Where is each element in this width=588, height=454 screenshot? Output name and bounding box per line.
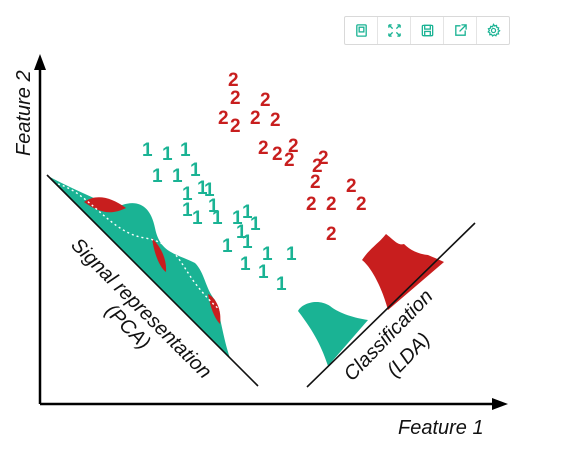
lda-projection-line xyxy=(306,222,476,388)
class2-marker: 2 xyxy=(284,150,295,171)
chart-toolbar xyxy=(344,16,510,45)
class1-marker: 1 xyxy=(250,214,261,235)
class1-marker: 1 xyxy=(172,166,183,187)
class1-marker: 1 xyxy=(182,184,193,205)
class1-marker: 1 xyxy=(180,140,191,161)
class1-marker: 1 xyxy=(212,208,223,229)
class2-marker: 2 xyxy=(258,138,269,159)
share-button[interactable] xyxy=(444,17,477,44)
pca-class2-peak-3 xyxy=(208,294,221,324)
class2-points: 22 22 2 2 22 22 2 222 22 2 22 xyxy=(218,70,367,245)
class1-marker: 1 xyxy=(286,244,297,265)
fullscreen-button[interactable] xyxy=(378,17,411,44)
class2-marker: 2 xyxy=(230,116,241,137)
pca-lda-diagram: Feature 2 Feature 1 Signal representatio… xyxy=(13,54,508,439)
class1-marker: 1 xyxy=(162,144,173,165)
class1-marker: 1 xyxy=(258,262,269,283)
class2-marker: 2 xyxy=(270,110,281,131)
save-icon xyxy=(421,24,433,37)
class2-marker: 2 xyxy=(312,156,323,177)
class2-marker: 2 xyxy=(288,136,299,157)
lda-class2-distribution xyxy=(362,234,444,310)
x-axis-label: Feature 1 xyxy=(398,417,484,439)
class2-marker: 2 xyxy=(306,194,317,215)
class2-marker: 2 xyxy=(318,148,329,169)
class1-marker: 1 xyxy=(222,236,233,257)
class1-marker: 1 xyxy=(242,232,253,253)
class1-marker: 1 xyxy=(204,180,215,201)
class1-marker: 1 xyxy=(190,160,201,181)
y-axis-label: Feature 2 xyxy=(13,70,35,156)
class2-marker: 2 xyxy=(326,194,337,215)
pca-overlap-curve xyxy=(57,183,221,311)
class2-marker: 2 xyxy=(228,70,239,91)
class1-marker: 1 xyxy=(232,208,243,229)
class1-marker: 1 xyxy=(192,208,203,229)
class2-marker: 2 xyxy=(250,108,261,129)
lda-class1-distribution xyxy=(298,301,368,366)
class1-marker: 1 xyxy=(152,166,163,187)
page-icon xyxy=(355,24,367,37)
class1-marker: 1 xyxy=(197,178,208,199)
class2-marker: 2 xyxy=(310,172,321,193)
class1-marker: 1 xyxy=(276,274,287,295)
pca-class2-peak-1 xyxy=(84,197,126,213)
class1-marker: 1 xyxy=(142,140,153,161)
class2-marker: 2 xyxy=(272,144,283,165)
share-icon xyxy=(454,24,467,36)
class1-marker: 1 xyxy=(262,244,273,265)
class1-marker: 1 xyxy=(242,202,253,223)
gear-icon xyxy=(486,23,501,37)
settings-button[interactable] xyxy=(477,17,509,44)
class2-marker: 2 xyxy=(260,90,271,111)
x-axis-arrow xyxy=(492,398,508,410)
class2-marker: 2 xyxy=(218,108,229,129)
class2-marker: 2 xyxy=(346,176,357,197)
class1-marker: 1 xyxy=(182,200,193,221)
pca-projection-line xyxy=(46,174,259,387)
expand-icon xyxy=(387,24,401,37)
class1-marker: 1 xyxy=(240,254,251,275)
class1-marker: 1 xyxy=(236,222,247,243)
class2-marker: 2 xyxy=(326,224,337,245)
class1-marker: 1 xyxy=(208,196,219,217)
class2-marker: 2 xyxy=(230,88,241,109)
y-axis-arrow xyxy=(34,54,46,70)
save-button[interactable] xyxy=(411,17,444,44)
pca-class2-peak-2 xyxy=(152,238,167,272)
class2-marker: 2 xyxy=(356,194,367,215)
page-button[interactable] xyxy=(345,17,378,44)
